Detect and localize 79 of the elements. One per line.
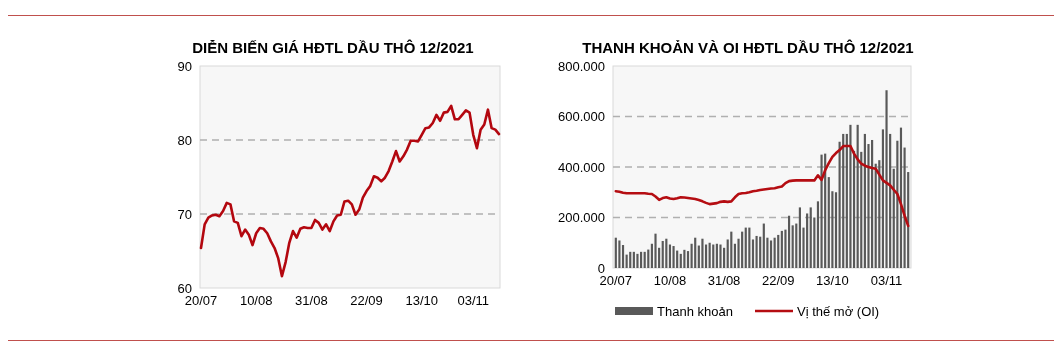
bar [614, 237, 617, 268]
line-series [199, 104, 501, 278]
bar [647, 249, 650, 268]
bar [806, 213, 809, 268]
y-tick-label: 200.000 [558, 210, 605, 226]
bar [744, 227, 747, 268]
bar [708, 242, 711, 268]
y-tick-label: 60 [177, 280, 192, 296]
bar [856, 124, 859, 268]
x-tick-label: 13/10 [405, 293, 439, 308]
legend-label: Vị thế mở (OI) [797, 303, 880, 319]
bar [723, 247, 726, 268]
bar [885, 90, 888, 268]
bar [741, 231, 744, 268]
x-tick-label: 13/10 [816, 273, 849, 288]
bar [643, 251, 646, 268]
bar [665, 238, 668, 268]
x-tick-label: 20/07 [184, 293, 218, 308]
x-tick-label: 31/08 [707, 273, 741, 288]
y-tick-label: 80 [177, 132, 192, 148]
x-tick-label: 31/08 [295, 293, 328, 308]
bar [672, 246, 675, 268]
x-tick-label: 03/11 [457, 293, 490, 308]
x-tick-label: 22/09 [761, 273, 795, 288]
bar [780, 230, 783, 268]
bar [798, 207, 801, 268]
bar [755, 235, 758, 268]
x-tick-label: 03/11 [870, 273, 903, 288]
bar [809, 207, 812, 268]
bar [787, 215, 791, 268]
bar [791, 225, 794, 268]
bar [769, 240, 773, 268]
bar [621, 245, 625, 268]
bar [712, 244, 715, 268]
bar [759, 236, 762, 268]
y-tick-label: 600.000 [558, 109, 605, 125]
bar [639, 251, 643, 268]
bar [618, 240, 621, 268]
bar [632, 251, 635, 268]
chart-title: THANH KHOẢN VÀ OI HĐTL DẦU THÔ 12/2021 [582, 39, 914, 56]
bar [733, 243, 737, 268]
bar [661, 240, 664, 268]
legend-label: Thanh khoản [657, 303, 733, 319]
bar [668, 244, 672, 268]
y-tick-label: 800.000 [558, 58, 605, 74]
bar [715, 243, 718, 268]
bar [694, 237, 697, 268]
y-tick-label: 70 [177, 206, 192, 222]
bar [625, 254, 628, 268]
bar [871, 139, 874, 268]
y-tick-label: 90 [177, 58, 192, 74]
bar [795, 223, 798, 268]
bar [629, 251, 632, 268]
bar [827, 177, 830, 268]
bar [636, 253, 639, 268]
bar [842, 133, 845, 268]
bar [719, 244, 722, 268]
bar [777, 234, 780, 268]
bar [863, 133, 866, 268]
bar [686, 251, 690, 268]
x-tick-label: 20/07 [599, 273, 633, 288]
bar [820, 154, 823, 268]
bar [849, 124, 852, 268]
line-series [614, 144, 910, 228]
bar [751, 239, 755, 268]
chart-title: DIỄN BIẾN GIÁ HĐTL DẦU THÔ 12/2021 [192, 39, 474, 56]
x-tick-label: 10/08 [653, 273, 687, 288]
x-tick-label: 10/08 [239, 293, 273, 308]
bar [730, 231, 733, 268]
bar [762, 223, 765, 268]
y-tick-label: 400.000 [558, 159, 605, 175]
x-tick-label: 22/09 [350, 293, 383, 308]
y-tick-label: 0 [597, 260, 605, 276]
bar [748, 227, 751, 268]
bar [834, 192, 838, 268]
bar [701, 238, 704, 268]
bar [654, 233, 657, 268]
bar [773, 237, 776, 268]
bar [683, 249, 686, 268]
